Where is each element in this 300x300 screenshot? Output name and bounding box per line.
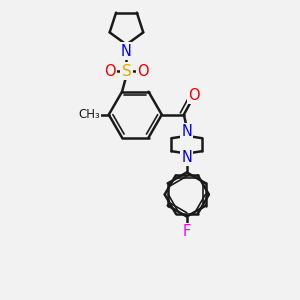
Text: N: N <box>182 150 192 165</box>
Text: O: O <box>137 64 148 79</box>
Text: N: N <box>121 44 132 59</box>
Text: O: O <box>104 64 116 79</box>
Text: S: S <box>122 64 131 79</box>
Text: O: O <box>188 88 200 103</box>
Text: CH₃: CH₃ <box>79 108 100 121</box>
Text: F: F <box>183 224 191 239</box>
Text: N: N <box>182 124 192 139</box>
